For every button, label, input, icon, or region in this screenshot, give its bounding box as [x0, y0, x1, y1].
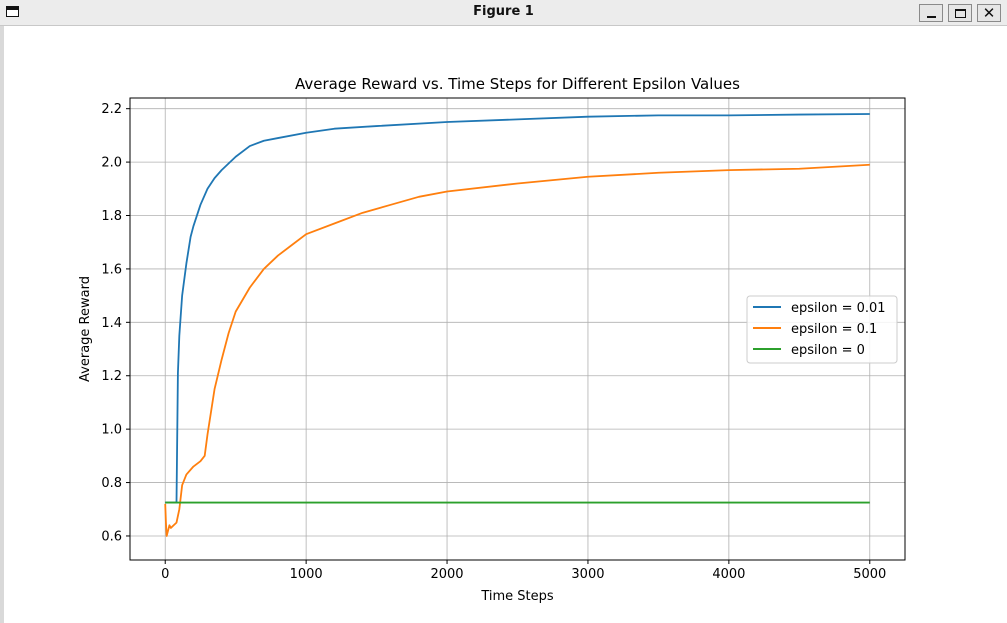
legend: epsilon = 0.01 epsilon = 0.1 epsilon = 0 — [746, 295, 898, 364]
y-tick-label: 1.4 — [101, 316, 122, 331]
y-tick-label: 2.0 — [101, 156, 122, 171]
x-tick-label: 5000 — [853, 567, 886, 582]
y-tick-label: 1.8 — [101, 209, 122, 224]
close-icon: ✕ — [982, 3, 996, 22]
maximize-icon — [954, 8, 966, 18]
window-titlebar: Figure 1 ✕ — [0, 0, 1007, 26]
minimize-button[interactable] — [919, 4, 943, 22]
legend-frame — [746, 295, 898, 364]
legend-label: epsilon = 0.1 — [791, 322, 877, 337]
legend-label: epsilon = 0 — [791, 343, 865, 358]
maximize-button[interactable] — [948, 4, 972, 22]
y-tick-label: 1.2 — [101, 369, 122, 384]
series-line-0 — [165, 113, 870, 504]
series-line-1 — [164, 163, 870, 537]
window-icon — [6, 6, 19, 17]
chart-title: Average Reward vs. Time Steps for Differ… — [295, 75, 740, 93]
y-tick-label: 0.8 — [101, 476, 122, 491]
series-lines — [164, 113, 870, 537]
y-tick-label: 1.6 — [101, 262, 122, 277]
x-axis-label: Time Steps — [480, 589, 554, 604]
x-tick-label: 3000 — [571, 567, 604, 582]
y-tick-label: 1.0 — [101, 423, 122, 438]
legend-label: epsilon = 0.01 — [791, 301, 886, 316]
y-axis-label: Average Reward — [78, 276, 93, 382]
window-left-border — [0, 26, 4, 623]
minimize-icon — [926, 16, 936, 18]
y-tick-label: 2.2 — [101, 102, 122, 117]
axis-ticks: 0 1000 2000 3000 4000 5000 0.6 0.8 1.0 1.2 1.4 1.6 1… — [101, 102, 886, 582]
close-button[interactable]: ✕ — [977, 4, 1001, 22]
x-tick-label: 0 — [161, 567, 169, 582]
axes-frame — [129, 97, 906, 561]
window-title: Figure 1 — [473, 4, 534, 19]
y-tick-label: 0.6 — [101, 529, 122, 544]
x-tick-label: 1000 — [290, 567, 323, 582]
x-tick-label: 4000 — [712, 567, 745, 582]
x-tick-label: 2000 — [430, 567, 463, 582]
